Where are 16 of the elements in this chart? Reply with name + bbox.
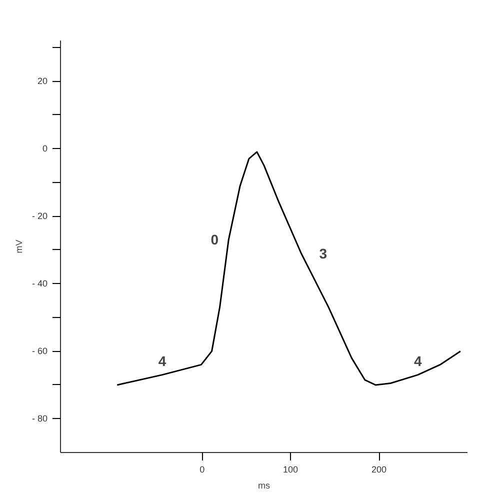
y-tick-label: - 40 (32, 278, 48, 289)
y-tick-label: - 20 (32, 211, 48, 222)
y-axis-title: mV (14, 240, 24, 254)
line-series (116, 151, 462, 386)
annotation: 4 (158, 352, 166, 369)
y-tick-label: 0 (42, 144, 48, 154)
y-tick-label: 20 (37, 76, 48, 86)
annotation: 0 (210, 232, 219, 248)
x-tick-label: 0 (200, 464, 205, 474)
x-axis-title: ms (258, 480, 270, 490)
y-tick-label: - 60 (32, 346, 48, 356)
y-tick-label: - 80 (32, 414, 48, 424)
x-tick-label: 200 (372, 464, 387, 474)
annotation: 4 (414, 352, 422, 369)
x-tick-label: 100 (283, 464, 298, 474)
annotation: 3 (319, 245, 328, 262)
